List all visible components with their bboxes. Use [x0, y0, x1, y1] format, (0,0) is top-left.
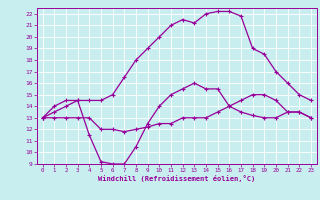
X-axis label: Windchill (Refroidissement éolien,°C): Windchill (Refroidissement éolien,°C): [98, 175, 255, 182]
